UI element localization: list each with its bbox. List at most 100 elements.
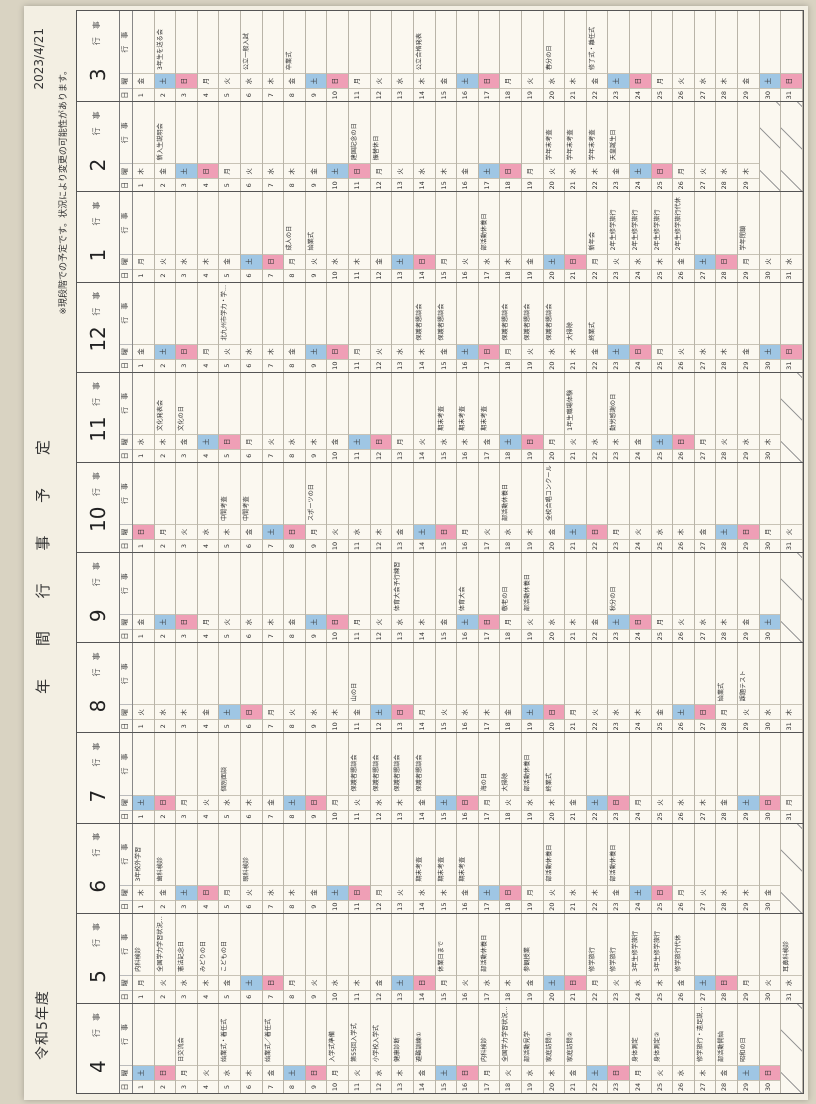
weekday-cell: 金 [608,163,630,179]
day-row: 31 木 [781,643,803,733]
event-cell [198,733,219,794]
event-cell [133,463,154,524]
event-cell [565,733,586,794]
day-number: 8 [284,539,305,553]
event-cell [500,914,521,975]
event-cell [522,643,543,704]
event-cell [327,553,348,614]
day-row: 27 水 [694,282,717,372]
event-cell: 春分の日 [545,45,553,71]
weekday-cell: 土 [219,704,241,720]
weekday-cell: 土 [392,974,413,990]
day-number: 30 [759,539,781,553]
weekday-cell: 月 [630,1065,651,1080]
day-row: 26 金 2年生修学旅行代休 [673,192,695,282]
day-number: 14 [413,899,435,913]
weekday-cell: 木 [630,704,651,720]
event-cell: 敬老の日 [502,586,510,612]
day-number: 19 [521,629,543,643]
day-number: 18 [500,719,521,733]
day-row: 22 月新年会 [586,192,609,282]
weekday-cell: 木 [284,884,305,900]
weekday-cell: 土 [370,704,392,720]
event-cell [522,11,543,73]
weekday-cell: 日 [262,974,284,990]
day-row: 21 木 [565,11,587,102]
month-number: 6 [86,879,110,893]
weekday-cell: 月 [457,524,478,540]
weekday-cell: 水 [781,253,802,269]
day-row: 12 金 [370,192,393,282]
event-cell [608,11,629,73]
weekday-cell: 水 [543,614,565,630]
day-number: 25 [651,358,673,372]
day-row: 18 火全国学力学習状況調査 [500,1003,522,1093]
weekday-cell: 日 [478,343,500,359]
weekday-cell: 水 [241,73,262,89]
day-number: 6 [241,448,262,462]
day-row: 22 木 [586,823,609,913]
event-cell [219,643,240,704]
day-number: 21 [565,629,586,643]
event-cell [392,192,413,253]
event-subheader: 行 事 [121,392,129,414]
event-cell: 修了式・離任式 [588,26,596,71]
day-row: 19 火部活動休養日 [521,553,544,643]
weekday-cell: 月 [327,1065,349,1080]
event-cell [327,824,348,885]
weekday-cell: 日 [651,163,673,179]
day-number: 12 [370,539,392,553]
event-cell [241,914,262,975]
weekday-cell: 月 [370,163,392,179]
weekday-cell: 土 [478,163,500,179]
day-row: 14 土 [413,462,436,553]
day-row: 21 月 [565,643,587,733]
day-number: 17 [478,1080,500,1093]
day-number: 4 [197,899,219,913]
day-number: 19 [521,989,543,1003]
day-row: 5 火北九州市学力・学習状況調査 [219,282,242,372]
weekday-cell: 水 [219,794,241,810]
day-number: 12 [370,629,392,643]
day-row: 9 火始業式 [305,192,328,282]
event-cell: こどもの日 [221,940,229,972]
day-row: 21 土 [565,462,587,553]
day-row: 29 金 [738,553,760,643]
day-number: 27 [694,809,716,823]
day-number: 11 [349,268,370,282]
day-subheader: 日 [120,178,132,192]
event-cell [760,824,781,885]
event-cell: 秋分の日 [610,586,618,612]
event-cell: 避難訓練① [415,1031,423,1062]
weekday-cell: 月 [651,614,673,630]
event-cell [436,643,457,704]
weekday-cell: 日 [500,163,521,179]
day-row: 29 水 [738,372,760,462]
weekday-cell: 土 [651,433,673,449]
day-row: 18 日 [500,823,522,913]
event-cell [263,11,284,73]
weekday-cell: 水 [435,433,457,449]
day-number: 2 [154,178,176,192]
day-number: 13 [392,809,413,823]
weekday-cell: 日 [154,1065,176,1080]
event-cell: 保護者懇談会 [502,303,510,341]
weekday-cell: 木 [759,433,781,449]
weekday-cell: 金 [738,343,759,359]
day-number: 11 [349,899,370,913]
day-number: 20 [543,899,565,913]
weekday-cell: 土 [608,614,630,630]
day-number: 14 [413,358,435,372]
weekday-cell: 木 [738,884,759,900]
day-row: 19 水部活動休養日 [521,733,544,823]
weekday-cell: 火 [521,343,543,359]
day-row: 1 月内科検診 [133,913,155,1003]
weekday-cell: 日 [327,73,349,89]
day-row: 24 土 [630,102,652,192]
